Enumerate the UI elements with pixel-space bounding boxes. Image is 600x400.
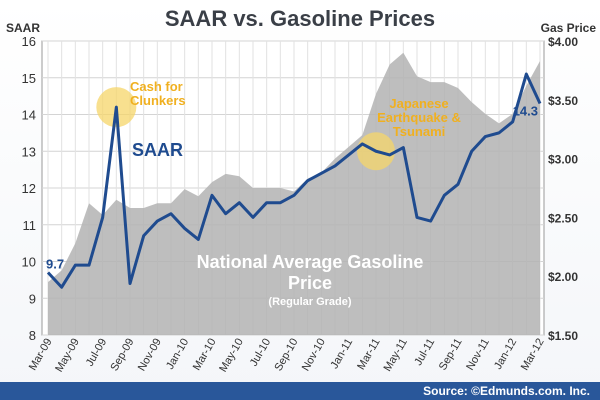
saar-series-label: SAAR [132, 140, 184, 160]
right-tick-label: $4.00 [548, 35, 578, 49]
left-tick-label: 16 [22, 34, 36, 49]
x-tick-label: Jan-11 [328, 337, 355, 371]
right-tick-label: $3.00 [548, 153, 578, 167]
gas-price-label-line1: National Average Gasoline [196, 252, 424, 272]
x-tick-label: Nov-10 [300, 337, 328, 374]
annotation-japanese-earthquake: Japanese Earthquake & Tsunami [377, 96, 461, 139]
x-tick-label: Sep-10 [272, 337, 300, 374]
x-tick-label: Jul-11 [412, 337, 437, 368]
x-tick-label: Jan-12 [492, 337, 519, 372]
saar-line-layer: 9.7 14.3 [46, 72, 542, 289]
left-tick-label: 13 [22, 144, 36, 159]
left-tick-label: 14 [22, 108, 36, 123]
left-axis-unit: SAAR [6, 21, 41, 35]
gas-price-label: National Average Gasoline Price (Regular… [165, 252, 455, 308]
chart-title: SAAR vs. Gasoline Prices [164, 6, 436, 31]
x-tick-label: May-09 [53, 337, 82, 375]
x-tick-label: May-10 [217, 337, 246, 375]
x-tick-label: Sep-11 [437, 337, 465, 373]
saar-line [46, 72, 542, 289]
left-tick-label: 11 [23, 218, 37, 233]
x-tick-label: Mar-10 [191, 337, 219, 373]
x-tick-label: Jan-10 [164, 337, 191, 372]
right-tick-label: $2.00 [548, 270, 578, 284]
gas-price-label-sub: (Regular Grade) [268, 296, 352, 308]
right-tick-label: $1.50 [548, 329, 578, 343]
x-tick-label: Sep-09 [108, 337, 136, 374]
right-tick-label: $2.50 [548, 211, 578, 225]
left-tick-label: 12 [22, 181, 36, 196]
left-tick-label: 10 [22, 255, 36, 270]
first-value-label: 9.7 [46, 257, 64, 272]
annotation-cash-for-clunkers: Cash for Clunkers [130, 79, 186, 108]
left-tick-label: 15 [22, 71, 36, 86]
x-tick-label: Jul-10 [248, 337, 273, 369]
x-tick-label: Nov-11 [464, 337, 492, 373]
x-tick-label: Mar-11 [355, 337, 382, 372]
left-tick-label: 8 [29, 328, 36, 343]
x-tick-label: May-11 [382, 337, 410, 374]
left-tick-label: 9 [29, 291, 36, 306]
source-bar: Source: ©Edmunds.com. Inc. [0, 382, 600, 400]
x-tick-label: Nov-09 [136, 337, 164, 374]
gas-price-label-line2: Price [287, 273, 333, 293]
x-tick-label: Mar-12 [519, 337, 547, 373]
right-tick-label: $3.50 [548, 94, 578, 108]
right-axis-unit: Gas Price [540, 21, 596, 35]
x-tick-label: Jul-09 [84, 337, 109, 369]
last-value-label: 14.3 [513, 103, 538, 118]
